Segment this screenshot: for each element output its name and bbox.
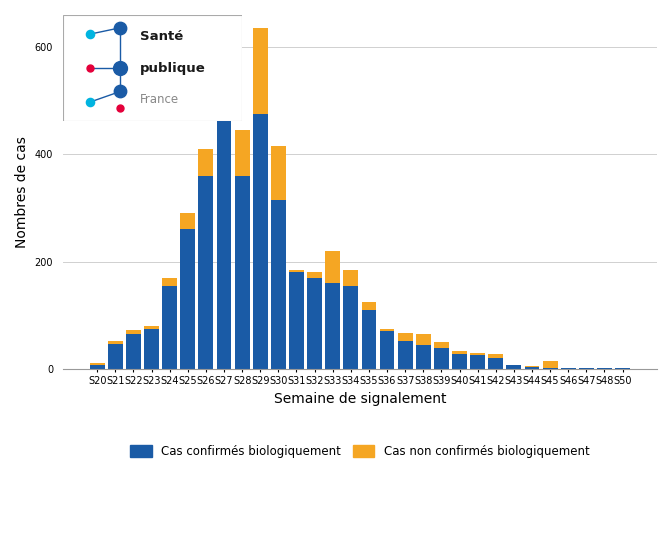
Bar — [144, 329, 159, 369]
Bar — [416, 334, 431, 345]
Bar — [198, 149, 213, 176]
Legend: Cas confirmés biologiquement, Cas non confirmés biologiquement: Cas confirmés biologiquement, Cas non co… — [126, 440, 594, 463]
Bar — [343, 270, 358, 286]
Bar — [216, 101, 231, 369]
Y-axis label: Nombres de cas: Nombres de cas — [15, 136, 29, 248]
Bar — [162, 286, 177, 369]
Bar — [507, 365, 521, 369]
Bar — [271, 200, 286, 369]
Bar — [307, 272, 322, 278]
Bar — [543, 361, 558, 368]
Bar — [398, 333, 413, 341]
Bar — [434, 349, 449, 369]
Bar — [525, 366, 540, 367]
Bar — [362, 302, 376, 310]
Bar — [108, 341, 123, 344]
Bar — [470, 353, 485, 355]
Bar — [235, 130, 249, 176]
Bar — [126, 334, 141, 369]
Bar — [180, 229, 196, 369]
Bar — [325, 251, 340, 283]
Bar — [162, 278, 177, 286]
Bar — [452, 351, 467, 354]
Bar — [543, 368, 558, 369]
Bar — [561, 368, 576, 369]
Bar — [452, 354, 467, 369]
Bar — [398, 341, 413, 369]
Bar — [579, 368, 594, 369]
Bar — [216, 53, 231, 101]
Bar — [380, 331, 394, 369]
Bar — [416, 345, 431, 369]
Bar — [525, 367, 540, 369]
Bar — [271, 146, 286, 200]
Bar — [489, 354, 503, 358]
Bar — [253, 114, 267, 369]
Bar — [434, 342, 449, 349]
Bar — [235, 176, 249, 369]
Bar — [108, 344, 123, 369]
Bar — [470, 355, 485, 369]
Bar — [144, 326, 159, 329]
Bar — [380, 329, 394, 331]
Bar — [90, 365, 105, 369]
Bar — [489, 358, 503, 369]
Bar — [307, 278, 322, 369]
X-axis label: Semaine de signalement: Semaine de signalement — [274, 392, 446, 406]
Bar — [253, 28, 267, 114]
Bar — [126, 330, 141, 334]
Bar — [198, 176, 213, 369]
Bar — [180, 213, 196, 229]
Bar — [90, 364, 105, 365]
Bar — [289, 272, 304, 369]
Bar — [289, 270, 304, 272]
Bar — [325, 283, 340, 369]
Bar — [362, 310, 376, 369]
Bar — [343, 286, 358, 369]
